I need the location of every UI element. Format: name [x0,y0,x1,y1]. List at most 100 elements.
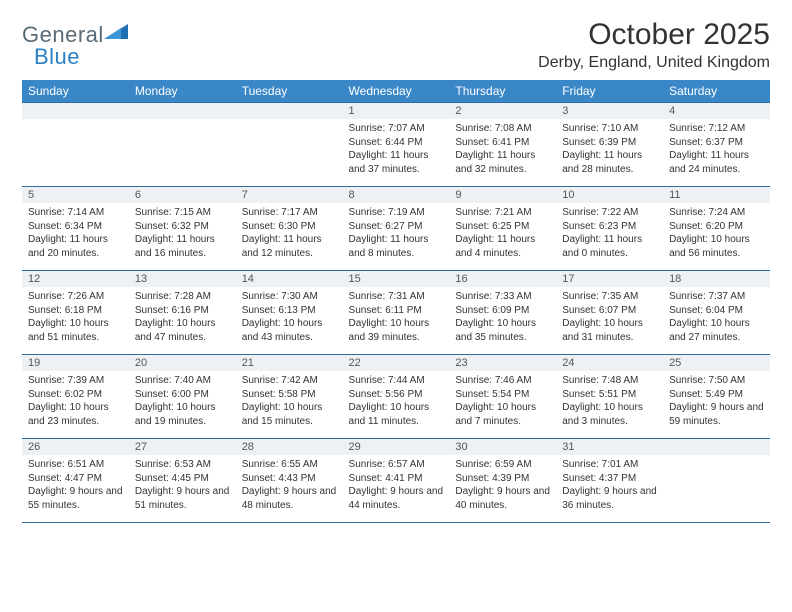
sunset-line: Sunset: 6:02 PM [28,388,123,402]
day-details: Sunrise: 7:21 AMSunset: 6:25 PMDaylight:… [449,203,556,264]
sunset-line: Sunset: 6:25 PM [455,220,550,234]
calendar-cell: 19Sunrise: 7:39 AMSunset: 6:02 PMDayligh… [22,354,129,438]
calendar-cell [129,102,236,186]
sunset-line: Sunset: 4:41 PM [349,472,444,486]
calendar-cell: 17Sunrise: 7:35 AMSunset: 6:07 PMDayligh… [556,270,663,354]
sunset-line: Sunset: 6:32 PM [135,220,230,234]
calendar-cell: 9Sunrise: 7:21 AMSunset: 6:25 PMDaylight… [449,186,556,270]
day-details: Sunrise: 7:50 AMSunset: 5:49 PMDaylight:… [663,371,770,432]
day-number: 13 [129,270,236,287]
day-details: Sunrise: 6:51 AMSunset: 4:47 PMDaylight:… [22,455,129,516]
sunset-line: Sunset: 5:56 PM [349,388,444,402]
calendar-cell [663,438,770,522]
sunset-line: Sunset: 6:11 PM [349,304,444,318]
day-number: 12 [22,270,129,287]
sunset-line: Sunset: 6:00 PM [135,388,230,402]
sunrise-line: Sunrise: 7:37 AM [669,290,764,304]
sunrise-line: Sunrise: 7:07 AM [349,122,444,136]
daylight-line: Daylight: 10 hours and 11 minutes. [349,401,444,428]
brand-logo: General Blue [22,22,130,70]
calendar-cell: 1Sunrise: 7:07 AMSunset: 6:44 PMDaylight… [343,102,450,186]
daylight-line: Daylight: 11 hours and 8 minutes. [349,233,444,260]
day-details [22,119,129,126]
day-number: 8 [343,186,450,203]
calendar-cell: 30Sunrise: 6:59 AMSunset: 4:39 PMDayligh… [449,438,556,522]
daylight-line: Daylight: 11 hours and 37 minutes. [349,149,444,176]
day-details: Sunrise: 7:07 AMSunset: 6:44 PMDaylight:… [343,119,450,180]
sunset-line: Sunset: 4:47 PM [28,472,123,486]
sunrise-line: Sunrise: 7:28 AM [135,290,230,304]
daylight-line: Daylight: 9 hours and 36 minutes. [562,485,657,512]
day-details: Sunrise: 7:15 AMSunset: 6:32 PMDaylight:… [129,203,236,264]
calendar-cell: 3Sunrise: 7:10 AMSunset: 6:39 PMDaylight… [556,102,663,186]
day-number [129,102,236,119]
day-details: Sunrise: 7:46 AMSunset: 5:54 PMDaylight:… [449,371,556,432]
sunset-line: Sunset: 6:39 PM [562,136,657,150]
sunset-line: Sunset: 6:09 PM [455,304,550,318]
day-number: 21 [236,354,343,371]
sunrise-line: Sunrise: 7:12 AM [669,122,764,136]
day-header: Sunday [22,80,129,102]
day-details: Sunrise: 7:10 AMSunset: 6:39 PMDaylight:… [556,119,663,180]
day-number: 9 [449,186,556,203]
daylight-line: Daylight: 10 hours and 27 minutes. [669,317,764,344]
day-details: Sunrise: 7:40 AMSunset: 6:00 PMDaylight:… [129,371,236,432]
day-header: Tuesday [236,80,343,102]
calendar-table: SundayMondayTuesdayWednesdayThursdayFrid… [22,80,770,523]
day-details [236,119,343,126]
calendar-cell: 6Sunrise: 7:15 AMSunset: 6:32 PMDaylight… [129,186,236,270]
day-number: 7 [236,186,343,203]
logo-triangle-icon [104,22,130,45]
day-number: 25 [663,354,770,371]
sunrise-line: Sunrise: 7:15 AM [135,206,230,220]
daylight-line: Daylight: 10 hours and 23 minutes. [28,401,123,428]
day-details: Sunrise: 6:53 AMSunset: 4:45 PMDaylight:… [129,455,236,516]
calendar-cell: 22Sunrise: 7:44 AMSunset: 5:56 PMDayligh… [343,354,450,438]
title-block: October 2025 Derby, England, United King… [538,18,770,72]
calendar-cell: 18Sunrise: 7:37 AMSunset: 6:04 PMDayligh… [663,270,770,354]
daylight-line: Daylight: 9 hours and 40 minutes. [455,485,550,512]
sunrise-line: Sunrise: 7:08 AM [455,122,550,136]
daylight-line: Daylight: 10 hours and 56 minutes. [669,233,764,260]
day-details: Sunrise: 7:17 AMSunset: 6:30 PMDaylight:… [236,203,343,264]
sunset-line: Sunset: 6:13 PM [242,304,337,318]
sunrise-line: Sunrise: 6:55 AM [242,458,337,472]
day-details: Sunrise: 7:14 AMSunset: 6:34 PMDaylight:… [22,203,129,264]
calendar-body: 1Sunrise: 7:07 AMSunset: 6:44 PMDaylight… [22,102,770,522]
daylight-line: Daylight: 10 hours and 31 minutes. [562,317,657,344]
day-number: 29 [343,438,450,455]
daylight-line: Daylight: 11 hours and 0 minutes. [562,233,657,260]
calendar-cell: 11Sunrise: 7:24 AMSunset: 6:20 PMDayligh… [663,186,770,270]
daylight-line: Daylight: 11 hours and 20 minutes. [28,233,123,260]
day-number: 24 [556,354,663,371]
day-number: 23 [449,354,556,371]
sunrise-line: Sunrise: 7:10 AM [562,122,657,136]
day-details: Sunrise: 7:12 AMSunset: 6:37 PMDaylight:… [663,119,770,180]
calendar-cell: 16Sunrise: 7:33 AMSunset: 6:09 PMDayligh… [449,270,556,354]
sunset-line: Sunset: 6:18 PM [28,304,123,318]
calendar-cell: 23Sunrise: 7:46 AMSunset: 5:54 PMDayligh… [449,354,556,438]
calendar-cell: 20Sunrise: 7:40 AMSunset: 6:00 PMDayligh… [129,354,236,438]
day-header: Thursday [449,80,556,102]
calendar-cell: 21Sunrise: 7:42 AMSunset: 5:58 PMDayligh… [236,354,343,438]
calendar-cell: 24Sunrise: 7:48 AMSunset: 5:51 PMDayligh… [556,354,663,438]
sunrise-line: Sunrise: 7:01 AM [562,458,657,472]
sunset-line: Sunset: 5:49 PM [669,388,764,402]
calendar-cell: 14Sunrise: 7:30 AMSunset: 6:13 PMDayligh… [236,270,343,354]
sunrise-line: Sunrise: 7:26 AM [28,290,123,304]
day-number: 18 [663,270,770,287]
daylight-line: Daylight: 11 hours and 12 minutes. [242,233,337,260]
calendar-cell [236,102,343,186]
day-details: Sunrise: 7:44 AMSunset: 5:56 PMDaylight:… [343,371,450,432]
sunrise-line: Sunrise: 7:40 AM [135,374,230,388]
day-number: 11 [663,186,770,203]
sunset-line: Sunset: 6:20 PM [669,220,764,234]
sunrise-line: Sunrise: 7:35 AM [562,290,657,304]
sunset-line: Sunset: 5:58 PM [242,388,337,402]
calendar-cell: 8Sunrise: 7:19 AMSunset: 6:27 PMDaylight… [343,186,450,270]
day-details: Sunrise: 7:08 AMSunset: 6:41 PMDaylight:… [449,119,556,180]
daylight-line: Daylight: 10 hours and 35 minutes. [455,317,550,344]
day-number: 26 [22,438,129,455]
calendar-cell: 5Sunrise: 7:14 AMSunset: 6:34 PMDaylight… [22,186,129,270]
sunrise-line: Sunrise: 7:46 AM [455,374,550,388]
